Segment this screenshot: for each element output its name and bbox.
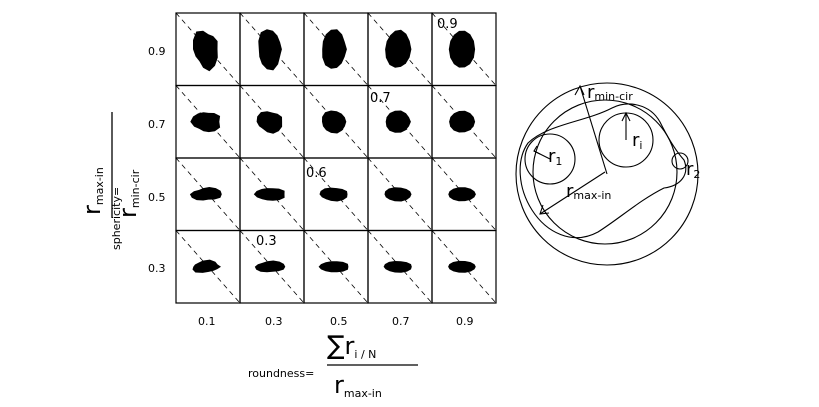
diagonal-label-0: 0.9	[437, 17, 458, 32]
svg-text:r2: r2	[686, 159, 700, 181]
particle-shape	[384, 187, 412, 202]
particle-shape	[253, 188, 285, 201]
col-label-1: 0.3	[265, 315, 283, 328]
arrowhead-r-1	[533, 145, 541, 155]
particle-shape	[192, 259, 221, 273]
diagonal-label-1: 0.7	[370, 91, 391, 106]
roundness-schematic	[515, 82, 699, 266]
schem-r2-sub: 2	[693, 168, 700, 181]
schem-r1-sub: 1	[555, 155, 562, 168]
particle-shape	[322, 29, 347, 69]
particle-shape	[322, 110, 347, 134]
corner-circle-r2	[671, 152, 689, 170]
particle-shape	[193, 30, 218, 72]
diagonal-label-2: 0.6	[306, 166, 327, 181]
particle-outline	[519, 103, 687, 239]
sphericity-num-base: r	[78, 205, 106, 215]
col-label-2: 0.5	[330, 315, 348, 328]
arrowhead-r-max-in	[539, 204, 550, 215]
particle-shape	[319, 187, 348, 202]
arrowhead-r-i	[621, 111, 631, 122]
sphericity-den-base: r	[114, 208, 142, 218]
svg-text:rmax-in: rmax-in	[78, 167, 106, 215]
row-label-1: 0.7	[148, 118, 166, 131]
schem-r1-base: r	[548, 146, 556, 167]
arrow-r-max-in	[539, 171, 606, 215]
sphericity-num-sub: max-in	[93, 167, 106, 205]
col-label-0: 0.1	[198, 315, 216, 328]
particle-shape	[383, 261, 412, 273]
svg-text:rmax-in: rmax-in	[334, 371, 382, 400]
roundness-label: roundness=	[248, 367, 314, 380]
particle-shape	[448, 187, 476, 202]
col-label-4: 0.9	[456, 315, 474, 328]
sphericity-formula: sphericity=	[110, 187, 123, 250]
sphericity-fraction: rmax-in rmin-cir	[78, 112, 142, 218]
roundness-den-base: r	[334, 371, 344, 399]
sphericity-label: sphericity=	[110, 187, 123, 250]
svg-text:ri: ri	[632, 130, 642, 152]
diagonal-label-3: 0.3	[256, 234, 277, 249]
particle-shape	[385, 29, 412, 68]
svg-text:∑ri / N: ∑ri / N	[327, 331, 376, 361]
shape-grid	[175, 12, 497, 304]
svg-text:rmin-cir: rmin-cir	[114, 169, 142, 218]
row-label-3: 0.3	[148, 262, 166, 275]
particle-shape	[190, 112, 221, 133]
particle-shape	[254, 260, 286, 273]
particle-shape	[449, 110, 476, 133]
particle-shape	[189, 187, 222, 201]
inscribed-circle	[532, 99, 678, 245]
schem-ri-base: r	[632, 130, 640, 151]
row-label-2: 0.5	[148, 191, 166, 204]
arrowhead-r-min-cir	[574, 84, 585, 96]
particle-shape	[385, 110, 411, 133]
grid-cell	[431, 229, 497, 304]
roundness-num-sub: i / N	[354, 348, 376, 361]
schem-rmincir-sub: min-cir	[594, 90, 633, 103]
roundness-num-base: r	[345, 332, 355, 360]
particle-shape	[258, 29, 282, 71]
particle-shape	[448, 30, 476, 68]
schem-r2-base: r	[686, 159, 694, 180]
particle-shape	[256, 111, 283, 134]
svg-text:rmax-in: rmax-in	[566, 181, 611, 202]
particle-shape	[448, 260, 476, 273]
row-label-0: 0.9	[148, 45, 166, 58]
circumscribed-circle	[515, 82, 699, 266]
schem-ri-sub: i	[639, 139, 642, 152]
arrow-r-min-cir	[579, 85, 608, 175]
col-label-3: 0.7	[392, 315, 410, 328]
schem-rmincir-base: r	[587, 82, 595, 103]
svg-text:rmin-cir: rmin-cir	[587, 82, 633, 103]
schem-rmaxin-sub: max-in	[573, 189, 611, 202]
schem-rmaxin-base: r	[566, 181, 574, 202]
sphericity-den-sub: min-cir	[129, 169, 142, 208]
roundness-den-sub: max-in	[344, 387, 382, 400]
sum-sign: ∑	[327, 331, 345, 361]
svg-text:r1: r1	[548, 146, 562, 168]
corner-circle-r1	[524, 133, 576, 185]
particle-shape	[318, 261, 349, 273]
